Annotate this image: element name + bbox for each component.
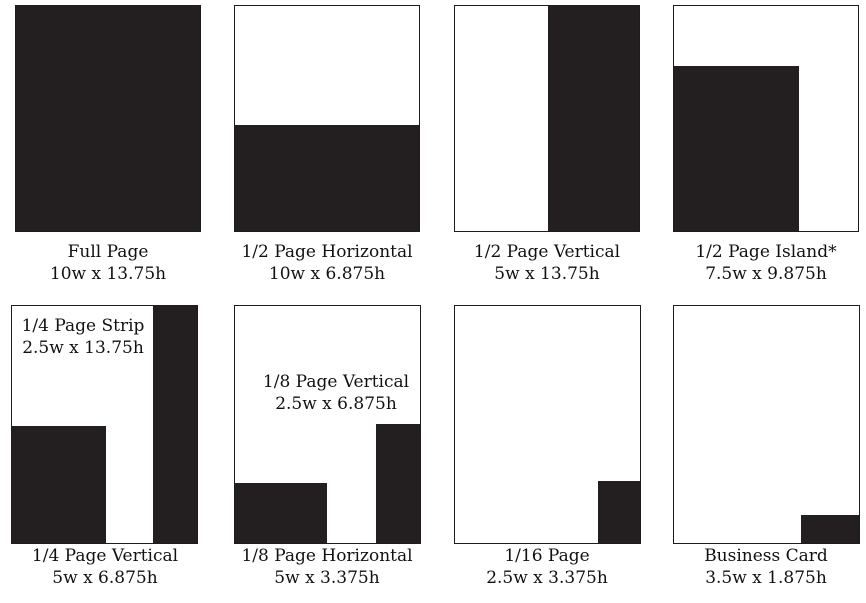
ad-name: 1/2 Page Vertical bbox=[473, 242, 621, 262]
panel-business-card bbox=[673, 305, 860, 544]
ad-dimensions: 3.5w x 1.875h bbox=[705, 568, 827, 588]
caption-business-card: Business Card 3.5w x 1.875h bbox=[676, 545, 856, 589]
ad-area-business-card bbox=[801, 515, 859, 543]
caption-sixteenth-page: 1/16 Page 2.5w x 3.375h bbox=[457, 545, 637, 589]
ad-area-eighth-page-vertical bbox=[376, 424, 420, 543]
ad-area-eighth-page-horizontal bbox=[235, 483, 327, 543]
ad-dimensions: 10w x 6.875h bbox=[268, 264, 386, 284]
ad-dimensions: 10w x 13.75h bbox=[49, 264, 167, 284]
ad-name: Business Card bbox=[704, 546, 828, 566]
ad-dimensions: 5w x 3.375h bbox=[274, 568, 380, 588]
inline-label-eighth-page-vertical: 1/8 Page Vertical 2.5w x 6.875h bbox=[253, 371, 419, 415]
panel-eighth-page: 1/8 Page Vertical 2.5w x 6.875h bbox=[234, 305, 421, 544]
ad-name: 1/8 Page Vertical bbox=[262, 372, 410, 392]
panel-sixteenth-page bbox=[454, 305, 641, 544]
ad-name: 1/4 Page Vertical bbox=[31, 546, 179, 566]
ad-area-half-page-island bbox=[674, 66, 799, 231]
ad-name: 1/8 Page Horizontal bbox=[241, 546, 413, 566]
ad-name: 1/16 Page bbox=[504, 546, 590, 566]
caption-full-page: Full Page 10w x 13.75h bbox=[18, 241, 198, 285]
panel-half-page-vertical bbox=[454, 5, 640, 232]
panel-half-page-horizontal bbox=[234, 5, 420, 232]
ad-dimensions: 2.5w x 3.375h bbox=[486, 568, 608, 588]
ad-dimensions: 2.5w x 6.875h bbox=[275, 394, 397, 414]
ad-name: 1/4 Page Strip bbox=[21, 316, 145, 336]
caption-eighth-page-horizontal: 1/8 Page Horizontal 5w x 3.375h bbox=[237, 545, 417, 589]
caption-half-page-horizontal: 1/2 Page Horizontal 10w x 6.875h bbox=[237, 241, 417, 285]
panel-full-page bbox=[15, 5, 201, 232]
caption-quarter-page-vertical: 1/4 Page Vertical 5w x 6.875h bbox=[15, 545, 195, 589]
ad-area-half-page-horizontal bbox=[235, 125, 419, 231]
panel-half-page-island bbox=[673, 5, 859, 232]
ad-dimensions: 2.5w x 13.75h bbox=[22, 338, 144, 358]
ad-name: 1/2 Page Horizontal bbox=[241, 242, 413, 262]
ad-area-half-page-vertical bbox=[548, 6, 639, 231]
caption-half-page-vertical: 1/2 Page Vertical 5w x 13.75h bbox=[457, 241, 637, 285]
ad-area-sixteenth-page bbox=[598, 481, 640, 543]
inline-label-quarter-page-strip: 1/4 Page Strip 2.5w x 13.75h bbox=[16, 315, 150, 359]
ad-name: 1/2 Page Island* bbox=[695, 242, 837, 262]
ad-dimensions: 7.5w x 9.875h bbox=[705, 264, 827, 284]
ad-name: Full Page bbox=[67, 242, 149, 262]
ad-area-quarter-page-vertical bbox=[12, 426, 106, 543]
ad-area-quarter-page-strip bbox=[153, 306, 197, 543]
ad-area-full-page bbox=[16, 6, 200, 231]
panel-quarter-page: 1/4 Page Strip 2.5w x 13.75h bbox=[11, 305, 198, 544]
ad-dimensions: 5w x 6.875h bbox=[52, 568, 158, 588]
ad-dimensions: 5w x 13.75h bbox=[494, 264, 600, 284]
caption-half-page-island: 1/2 Page Island* 7.5w x 9.875h bbox=[676, 241, 856, 285]
